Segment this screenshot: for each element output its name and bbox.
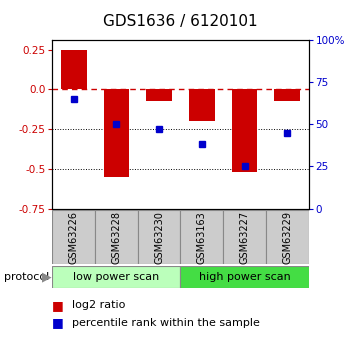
Text: GDS1636 / 6120101: GDS1636 / 6120101	[103, 14, 258, 29]
Bar	[274, 89, 300, 100]
Bar	[138, 210, 180, 264]
Text: GSM63230: GSM63230	[154, 211, 164, 264]
Bar	[52, 266, 180, 288]
Text: GSM63229: GSM63229	[282, 211, 292, 264]
Text: percentile rank within the sample: percentile rank within the sample	[72, 318, 260, 327]
Text: ■: ■	[52, 316, 64, 329]
Text: protocol: protocol	[4, 272, 49, 282]
Bar	[52, 210, 95, 264]
Text: GSM63163: GSM63163	[197, 211, 207, 264]
Bar	[146, 89, 172, 100]
Text: log2 ratio: log2 ratio	[72, 300, 126, 310]
Text: ▶: ▶	[42, 270, 51, 283]
Bar	[180, 210, 223, 264]
Bar	[223, 210, 266, 264]
Bar	[266, 210, 309, 264]
Bar	[232, 89, 257, 172]
Text: GSM63228: GSM63228	[112, 211, 121, 264]
Text: ■: ■	[52, 299, 64, 312]
Text: GSM63226: GSM63226	[69, 211, 79, 264]
Bar	[95, 210, 138, 264]
Text: low power scan: low power scan	[73, 272, 160, 282]
Bar	[180, 266, 309, 288]
Bar	[61, 50, 87, 89]
Bar	[189, 89, 215, 121]
Bar	[104, 89, 129, 177]
Text: high power scan: high power scan	[199, 272, 291, 282]
Text: GSM63227: GSM63227	[240, 211, 249, 264]
